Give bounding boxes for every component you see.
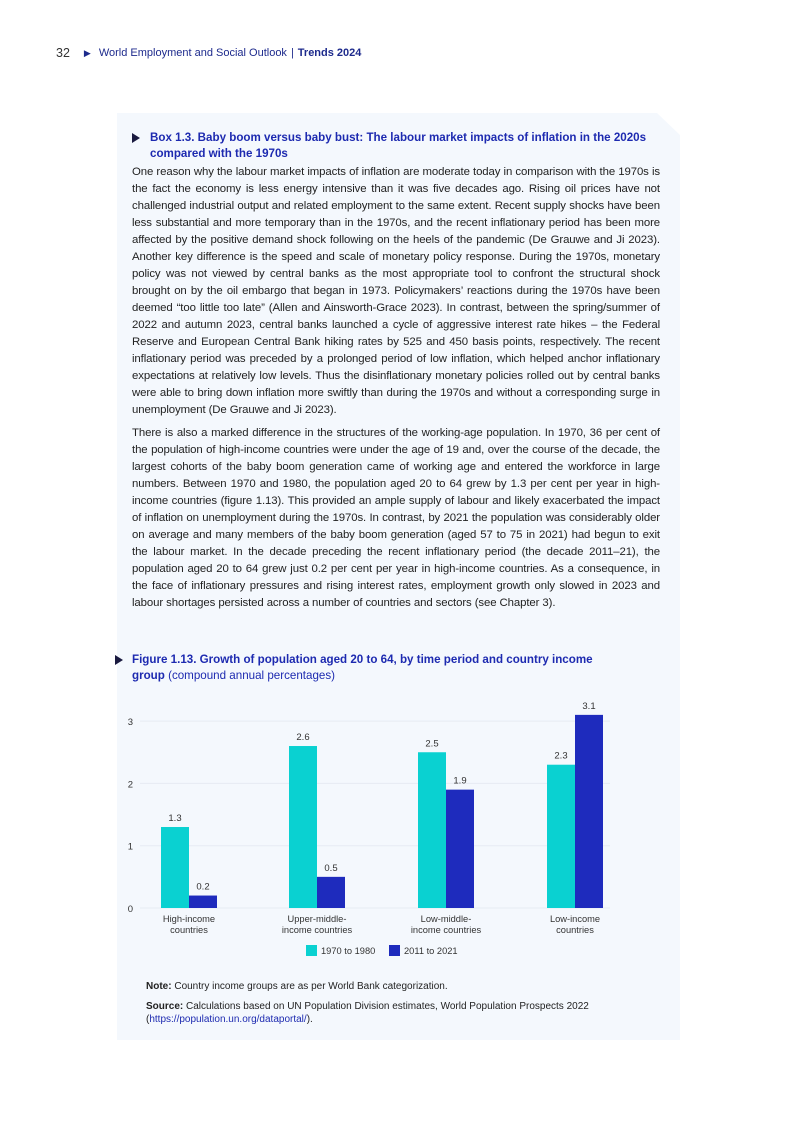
source-end: ). xyxy=(306,1014,313,1025)
box-body: One reason why the labour market impacts… xyxy=(132,164,660,618)
source-link[interactable]: https://population.un.org/dataportal/ xyxy=(149,1014,307,1025)
triangle-icon xyxy=(132,133,140,143)
running-header: 32 ▶ World Employment and Social Outlook… xyxy=(56,46,361,60)
figure-unit: (compound annual percentages) xyxy=(168,669,336,682)
publication-name: World Employment and Social Outlook xyxy=(98,47,287,59)
figure-title: Figure 1.13. Growth of population aged 2… xyxy=(115,652,602,684)
note-label: Note: xyxy=(146,981,172,992)
source-label: Source: xyxy=(146,1001,184,1012)
source-text: Calculations based on UN Population Divi… xyxy=(146,1001,589,1025)
box-title-text: Box 1.3. Baby boom versus baby bust: The… xyxy=(150,131,647,160)
figure-title-text: Figure 1.13. Growth of population aged 2… xyxy=(132,653,593,682)
box-title: Box 1.3. Baby boom versus baby bust: The… xyxy=(132,130,670,162)
source: Source: Calculations based on UN Populat… xyxy=(146,1000,666,1026)
figure-notes: Note: Country income groups are as per W… xyxy=(146,980,666,1033)
edition: Trends 2024 xyxy=(297,47,362,59)
note: Note: Country income groups are as per W… xyxy=(146,980,666,993)
page-number: 32 xyxy=(56,46,70,60)
triangle-icon: ▶ xyxy=(83,47,91,58)
triangle-icon xyxy=(115,655,123,665)
paragraph: One reason why the labour market impacts… xyxy=(132,166,660,416)
separator: | xyxy=(290,47,294,59)
paragraph: There is also a marked difference in the… xyxy=(132,427,660,609)
note-text: Country income groups are as per World B… xyxy=(171,981,448,992)
